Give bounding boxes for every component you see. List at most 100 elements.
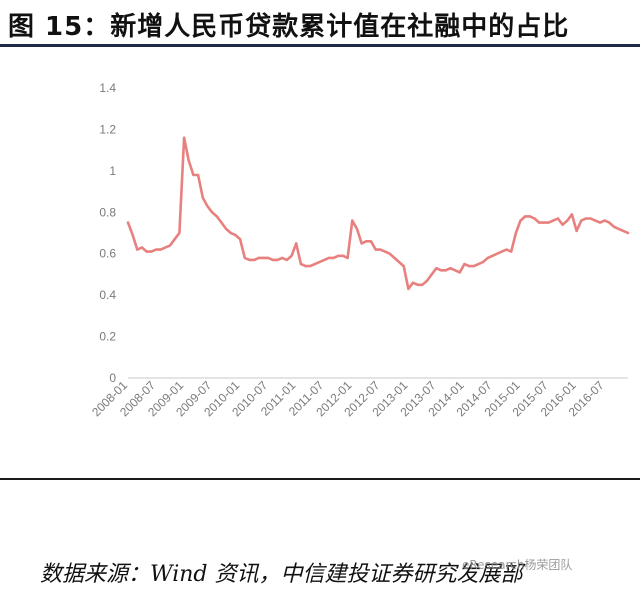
data-point — [528, 215, 532, 218]
data-point — [145, 250, 148, 253]
data-point — [589, 217, 592, 220]
data-point — [187, 159, 190, 162]
data-point — [491, 254, 494, 257]
data-point — [164, 246, 167, 249]
data-point — [318, 260, 321, 264]
data-point — [243, 256, 246, 260]
line-chart: 0 0.2 0.4 0.6 0.8 1 1.2 1.4 2008-012008-072009-… — [89, 81, 630, 419]
y-tick-label: 1.2 — [99, 122, 116, 136]
data-point — [570, 213, 574, 216]
data-point — [337, 254, 340, 257]
y-tick-label: 0 — [109, 371, 116, 385]
data-point — [341, 254, 345, 257]
data-point — [472, 264, 475, 268]
data-point — [467, 264, 471, 268]
data-point — [262, 256, 265, 260]
data-point — [351, 219, 354, 222]
data-point — [416, 283, 419, 286]
x-axis: 2008-012008-072009-012009-072010-012010-… — [89, 377, 628, 419]
data-point — [519, 219, 522, 222]
data-point — [622, 229, 625, 233]
data-point — [556, 217, 560, 220]
data-point — [369, 240, 373, 243]
y-tick-label: 1 — [109, 164, 116, 178]
data-point — [425, 279, 429, 282]
data-point — [612, 225, 616, 228]
data-point — [206, 204, 209, 208]
chart-bottom-rule — [0, 478, 640, 480]
data-point — [131, 233, 134, 237]
data-point — [626, 231, 630, 235]
data-point — [365, 240, 368, 243]
data-point — [136, 248, 139, 251]
data-point — [458, 271, 461, 274]
data-point — [332, 256, 335, 260]
data-point — [608, 221, 611, 224]
y-tick-label: 1.4 — [99, 81, 116, 95]
data-point — [379, 248, 382, 251]
data-point — [561, 223, 564, 226]
data-point — [435, 267, 438, 270]
data-point — [514, 231, 518, 235]
data-point — [313, 262, 317, 266]
data-point — [388, 252, 391, 255]
data-point — [248, 258, 251, 262]
data-point — [547, 221, 550, 224]
data-point — [173, 238, 176, 241]
data-point — [580, 219, 583, 222]
data-point — [477, 262, 480, 266]
data-point — [150, 250, 153, 253]
data-point — [598, 221, 602, 224]
data-point — [397, 260, 401, 264]
data-source-note: 数据来源：Wind 资讯，中信建投证券研究发展部 — [40, 562, 523, 587]
data-point — [159, 248, 162, 251]
y-tick-label: 0.4 — [99, 288, 116, 302]
data-point — [439, 269, 443, 272]
data-point — [444, 269, 447, 272]
data-point — [299, 262, 303, 266]
data-point — [196, 173, 200, 177]
data-point — [360, 242, 363, 245]
data-point — [210, 211, 214, 214]
series-layer — [126, 136, 630, 291]
data-point — [238, 238, 242, 241]
data-point — [533, 217, 536, 220]
y-tick-label: 0.8 — [99, 205, 116, 219]
data-point — [524, 215, 527, 218]
data-point — [309, 264, 312, 268]
y-axis: 0 0.2 0.4 0.6 0.8 1 1.2 1.4 — [99, 81, 116, 385]
data-point — [383, 250, 387, 253]
data-point — [393, 256, 396, 260]
data-point — [346, 256, 349, 260]
data-point — [327, 256, 331, 260]
data-point — [538, 221, 541, 224]
chart-area: 0 0.2 0.4 0.6 0.8 1 1.2 1.4 2008-01 2008-07 2009-… — [0, 60, 640, 460]
data-point — [267, 256, 270, 260]
data-point — [510, 250, 513, 253]
data-point — [584, 217, 588, 220]
data-point — [449, 267, 452, 270]
title-underline — [0, 44, 640, 47]
data-point — [617, 227, 620, 231]
data-point — [224, 227, 228, 231]
data-point — [500, 250, 503, 253]
data-point — [575, 229, 578, 233]
data-point — [229, 231, 232, 235]
data-point — [192, 173, 195, 177]
data-point — [178, 231, 181, 235]
data-point — [421, 283, 424, 286]
data-point — [463, 262, 466, 266]
data-point — [220, 221, 223, 224]
data-point — [257, 256, 260, 260]
data-point — [253, 258, 256, 262]
data-point — [126, 221, 130, 224]
data-point — [168, 244, 172, 247]
data-point — [182, 136, 186, 139]
data-point — [552, 219, 555, 222]
data-point — [285, 258, 289, 262]
data-point — [481, 260, 485, 264]
data-point — [603, 219, 606, 222]
data-point — [496, 252, 499, 255]
data-point — [411, 281, 415, 284]
data-point — [453, 269, 457, 272]
